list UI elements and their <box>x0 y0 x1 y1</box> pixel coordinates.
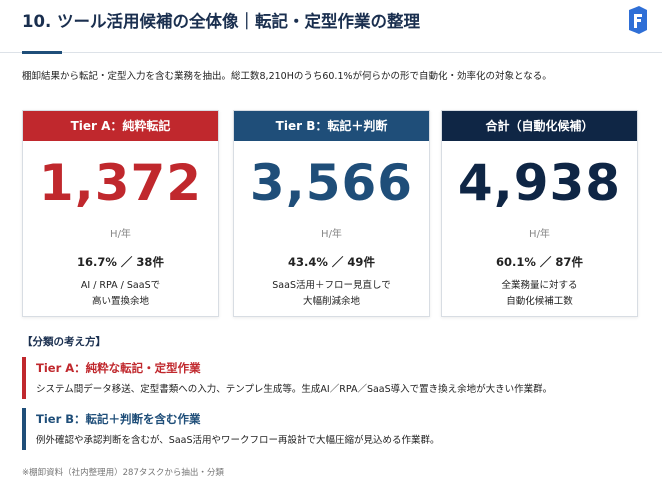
accent-line <box>22 51 62 54</box>
divider <box>0 52 662 53</box>
card-desc: 自動化候補工数 <box>506 296 573 307</box>
card-stats: 43.4% ／ 49件 <box>288 255 375 269</box>
card-desc: 高い置換余地 <box>91 296 149 307</box>
card: Tier A：純粋転記 1,372 H/年 16.7% ／ 38件 AI / R… <box>22 110 219 317</box>
card-label: Tier A：純粋転記 <box>23 111 218 141</box>
tier-title: Tier B：転記＋判断を含む作業 <box>36 412 201 426</box>
logo <box>629 6 647 34</box>
card-unit: H/年 <box>110 229 131 240</box>
tier-title: Tier A：純粋な転記・定型作業 <box>36 361 201 375</box>
tier-desc: 例外確認や承認判断を含むが、SaaS活用やワークフロー再設計で大幅圧縮が見込める… <box>36 435 440 446</box>
card-stats: 16.7% ／ 38件 <box>77 255 164 269</box>
tier-desc: システム間データ移送、定型書類への入力、テンプレ生成等。生成AI／RPA／Saa… <box>36 384 553 395</box>
card-value: 4,938 <box>457 154 622 212</box>
card-value: 3,566 <box>249 154 414 212</box>
card-desc: 大幅削減余地 <box>302 296 360 307</box>
subtitle: 棚卸結果から転記・定型入力を含む業務を抽出。総工数8,210Hのうち60.1%が… <box>22 71 552 82</box>
card-label: 合計（自動化候補） <box>442 111 637 141</box>
card-desc: SaaS活用＋フロー見直しで <box>272 280 391 291</box>
card-value: 1,372 <box>38 154 203 212</box>
card-desc: AI / RPA / SaaSで <box>80 280 161 291</box>
card-unit: H/年 <box>529 229 550 240</box>
footnote: ※棚卸資料（社内整理用）287タスクから抽出・分類 <box>22 468 224 478</box>
card: 合計（自動化候補） 4,938 H/年 60.1% ／ 87件 全業務量に対する… <box>441 110 638 317</box>
tier-bar <box>22 357 26 399</box>
card-label: Tier B：転記＋判断 <box>234 111 429 141</box>
card: Tier B：転記＋判断 3,566 H/年 43.4% ／ 49件 SaaS活… <box>233 110 430 317</box>
tier-bar <box>22 408 26 450</box>
title: 10. ツール活用候補の全体像｜転記・定型作業の整理 <box>22 12 420 31</box>
card-desc: 全業務量に対する <box>501 280 578 291</box>
card-unit: H/年 <box>321 229 342 240</box>
card-stats: 60.1% ／ 87件 <box>496 255 583 269</box>
section-title: 【分類の考え方】 <box>22 336 106 348</box>
